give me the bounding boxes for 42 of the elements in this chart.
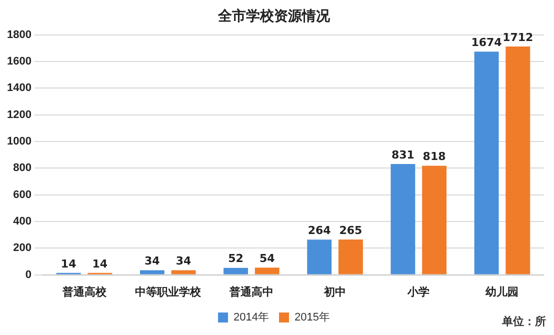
bar [422,166,447,274]
data-label: 264 [308,224,332,237]
y-tick-label: 1400 [6,82,32,94]
y-tick-label: 200 [13,242,32,254]
x-tick-label: 中等职业学校 [134,285,202,298]
legend-label: 2015年 [294,312,330,324]
legend-label: 2014年 [234,312,270,324]
bar [474,52,499,274]
data-label: 265 [339,224,362,237]
x-tick-label: 小学 [406,285,430,298]
bar [506,46,530,274]
bar [224,268,248,274]
y-tick-label: 0 [25,268,32,281]
data-label: 34 [144,254,160,268]
bar [390,164,416,274]
bar [140,270,164,274]
y-tick-label: 1800 [6,28,32,41]
x-tick-label: 幼儿园 [484,285,519,298]
y-tick-label: 1000 [6,136,32,148]
data-label: 34 [176,254,192,268]
data-label: 1674 [471,36,502,49]
data-label: 818 [422,150,446,164]
bar [254,268,280,274]
data-label: 52 [228,252,244,266]
x-tick-label: 普通高中 [228,285,274,298]
y-tick-label: 800 [13,162,32,174]
bar [338,239,363,274]
x-tick-label: 初中 [323,285,346,298]
y-tick-label: 400 [13,216,32,228]
y-tick-label: 1600 [6,56,32,68]
chart-title: 全市学校资源情况 [217,7,331,24]
y-tick-label: 1200 [6,108,32,121]
data-label: 14 [60,257,77,270]
bar [307,240,332,274]
text: 单位：所 [502,314,546,329]
data-label: 831 [391,148,414,162]
data-label: 1712 [502,30,534,44]
x-tick-label: 普通高校 [61,285,108,298]
data-label: 54 [259,252,276,265]
bar [171,270,196,274]
y-tick-label: 600 [13,188,32,201]
data-label: 14 [92,257,108,270]
